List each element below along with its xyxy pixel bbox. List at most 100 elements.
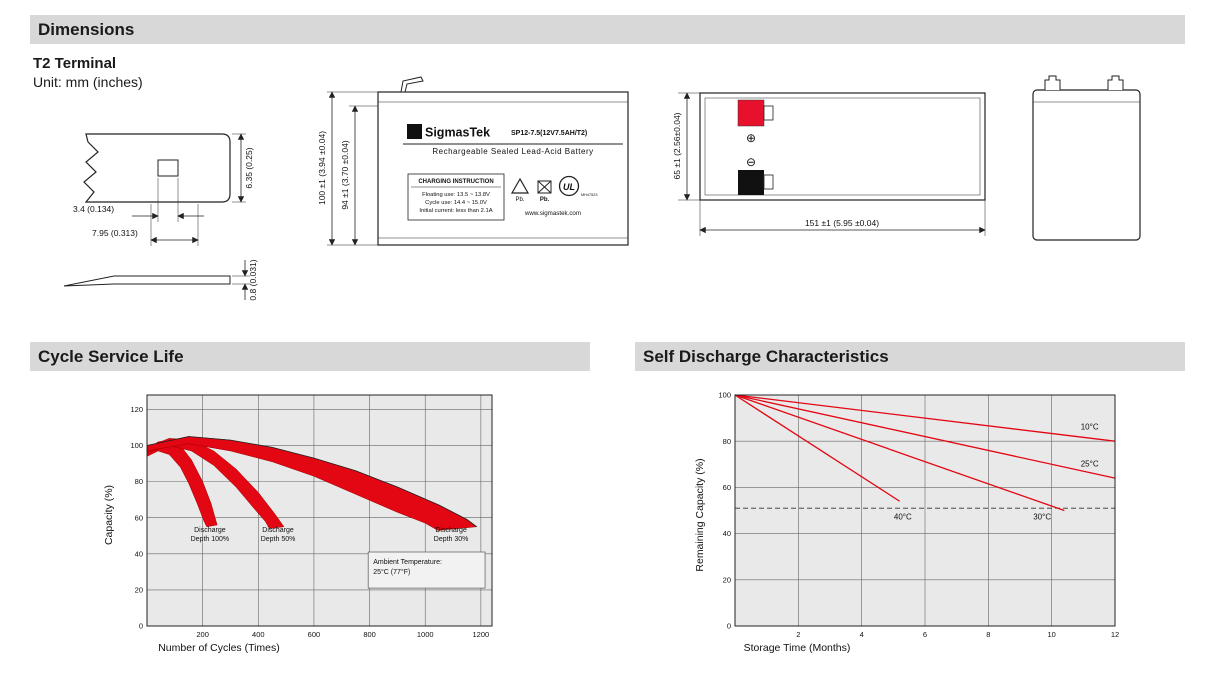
svg-text:Discharge: Discharge bbox=[435, 527, 467, 534]
svg-text:Discharge: Discharge bbox=[262, 527, 294, 534]
svg-text:25°C (77°F): 25°C (77°F) bbox=[373, 568, 410, 576]
unit-note: Unit: mm (inches) bbox=[33, 74, 143, 90]
svg-text:10°C: 10°C bbox=[1081, 423, 1099, 432]
svg-text:100: 100 bbox=[718, 391, 731, 400]
svg-text:40: 40 bbox=[723, 529, 731, 538]
svg-text:Storage Time (Months): Storage Time (Months) bbox=[744, 642, 851, 654]
svg-text:0: 0 bbox=[727, 622, 731, 631]
cycle-service-life-chart: 200 400 600 800 1000 1200 0 20 40 60 80 100 120 Disch… bbox=[103, 394, 493, 654]
svg-text:20: 20 bbox=[135, 586, 143, 595]
svg-text:20: 20 bbox=[723, 575, 731, 584]
terminal-blade-outline bbox=[83, 133, 231, 203]
sigma-logo-box bbox=[407, 124, 422, 139]
charging-line-3: Initial current: less than 2.1A bbox=[419, 208, 492, 214]
section-header-cycle-service-life: Cycle Service Life bbox=[30, 342, 590, 371]
svg-text:1200: 1200 bbox=[473, 630, 490, 639]
crossed-bin-icon bbox=[537, 180, 552, 194]
ul-mark-text: UL bbox=[563, 182, 575, 192]
slot-width-dimension: 3.4 (0.134) bbox=[73, 178, 204, 222]
svg-text:40°C: 40°C bbox=[894, 513, 912, 522]
section-header-self-discharge: Self Discharge Characteristics bbox=[635, 342, 1185, 371]
svg-text:Discharge: Discharge bbox=[194, 527, 226, 534]
positive-terminal-tab bbox=[763, 105, 774, 121]
terminal-strip-side-view bbox=[63, 275, 231, 287]
svg-text:10: 10 bbox=[1047, 630, 1055, 639]
battery-end-view-drawing bbox=[1032, 75, 1141, 241]
blade-width-dimension: 7.95 (0.313) bbox=[92, 204, 199, 246]
self-discharge-characteristics-chart: 2 4 6 8 10 12 0 20 40 60 80 100 10°C 25°C 30°C 40°C Stor… bbox=[694, 391, 1119, 654]
svg-text:Capacity (%): Capacity (%) bbox=[103, 485, 115, 545]
svg-text:2: 2 bbox=[796, 630, 800, 639]
recycle-icon bbox=[510, 177, 530, 194]
front-case-height-label: 94 ±1 (3.70 ±0.04) bbox=[340, 140, 350, 210]
blade-width-label: 7.95 (0.313) bbox=[92, 228, 138, 238]
svg-text:Ambient Temperature:: Ambient Temperature: bbox=[373, 559, 442, 566]
pb-bin-label: Pb. bbox=[540, 197, 550, 203]
svg-text:120: 120 bbox=[130, 405, 143, 414]
section-title-cycle: Cycle Service Life bbox=[38, 346, 184, 366]
charging-instruction-title: CHARGING INSTRUCTION bbox=[418, 179, 493, 185]
battery-case-front bbox=[377, 91, 629, 246]
terminal-slot bbox=[157, 159, 179, 177]
strip-thickness-label: 0.8 (0.031) bbox=[248, 259, 258, 300]
terminal-tab-right bbox=[1107, 75, 1124, 90]
front-height-dimensions: 100 ±1 (3.94 ±0.04) 94 ±1 (3.70 ±0.04) bbox=[317, 91, 378, 246]
terminal-type-title: T2 Terminal bbox=[33, 55, 117, 72]
terminal-tab-left bbox=[1044, 75, 1061, 90]
ul-mark-icon bbox=[558, 175, 580, 197]
terminal-detail-drawing: 3.4 (0.134) 7.95 (0.313) 6.35 (0.25) 0.8… bbox=[63, 133, 258, 301]
svg-text:30°C: 30°C bbox=[1033, 513, 1051, 522]
section-title-self-discharge: Self Discharge Characteristics bbox=[643, 346, 889, 366]
slot-width-label: 3.4 (0.134) bbox=[73, 204, 114, 214]
charging-instruction-box bbox=[407, 173, 505, 221]
svg-text:400: 400 bbox=[252, 630, 265, 639]
minus-circle-icon: ⊖ bbox=[746, 155, 756, 169]
positive-terminal-marker bbox=[737, 99, 765, 127]
svg-text:100: 100 bbox=[130, 441, 143, 450]
side-length-label: 151 ±1 (5.95 ±0.04) bbox=[805, 218, 879, 228]
svg-text:12: 12 bbox=[1111, 630, 1119, 639]
terminal-tab-icon bbox=[400, 76, 424, 93]
plus-circle-icon: ⊕ bbox=[746, 131, 756, 145]
svg-text:8: 8 bbox=[986, 630, 990, 639]
svg-text:1000: 1000 bbox=[417, 630, 434, 639]
blade-height-dimension: 6.35 (0.25) bbox=[232, 133, 254, 203]
side-height-dimension: 65 ±1 (2.56±0.04) bbox=[672, 92, 700, 201]
blade-height-label: 6.35 (0.25) bbox=[244, 147, 254, 188]
svg-text:Depth 100%: Depth 100% bbox=[191, 536, 230, 543]
svg-text:Number of Cycles (Times): Number of Cycles (Times) bbox=[158, 642, 280, 654]
svg-text:Depth 50%: Depth 50% bbox=[261, 536, 296, 543]
svg-text:60: 60 bbox=[135, 513, 143, 522]
sigma-logo-icon: Σ bbox=[411, 127, 418, 139]
brand-name: SigmasTek bbox=[425, 126, 490, 140]
svg-text:40: 40 bbox=[135, 549, 143, 558]
svg-text:600: 600 bbox=[308, 630, 321, 639]
svg-text:Remaining Capacity (%): Remaining Capacity (%) bbox=[694, 458, 706, 571]
svg-text:4: 4 bbox=[860, 630, 864, 639]
svg-text:25°C: 25°C bbox=[1081, 460, 1099, 469]
svg-text:200: 200 bbox=[196, 630, 209, 639]
charging-line-1: Floating use: 13.5 ~ 13.8V bbox=[422, 192, 490, 198]
svg-text:80: 80 bbox=[135, 477, 143, 486]
battery-type-label: Rechargeable Sealed Lead-Acid Battery bbox=[432, 147, 593, 156]
section-title-dimensions: Dimensions bbox=[38, 19, 135, 39]
negative-terminal-marker bbox=[738, 170, 764, 195]
pb-recycle-label: Pb. bbox=[515, 197, 524, 203]
strip-thickness-dimension: 0.8 (0.031) bbox=[232, 259, 258, 301]
website-label: www.sigmastek.com bbox=[524, 210, 581, 217]
negative-terminal-tab bbox=[763, 174, 774, 190]
model-number: SP12-7.5(12V7.5AH/T2) bbox=[511, 130, 587, 137]
front-total-height-label: 100 ±1 (3.94 ±0.04) bbox=[317, 131, 327, 205]
svg-text:800: 800 bbox=[363, 630, 376, 639]
svg-text:0: 0 bbox=[139, 622, 143, 631]
svg-text:Depth 30%: Depth 30% bbox=[434, 536, 469, 543]
svg-text:80: 80 bbox=[723, 437, 731, 446]
svg-text:60: 60 bbox=[723, 483, 731, 492]
battery-side-view-drawing: 65 ±1 (2.56±0.04) ⊕ ⊖ 151 ±1 (5.95 ±0.04… bbox=[672, 92, 986, 236]
battery-front-view-drawing: 100 ±1 (3.94 ±0.04) 94 ±1 (3.70 ±0.04) Σ… bbox=[317, 76, 629, 246]
side-height-label: 65 ±1 (2.56±0.04) bbox=[672, 112, 682, 179]
charging-line-2: Cycle use: 14.4 ~ 15.0V bbox=[425, 200, 487, 206]
ul-code: MH47523 bbox=[581, 193, 597, 197]
svg-text:6: 6 bbox=[923, 630, 927, 639]
